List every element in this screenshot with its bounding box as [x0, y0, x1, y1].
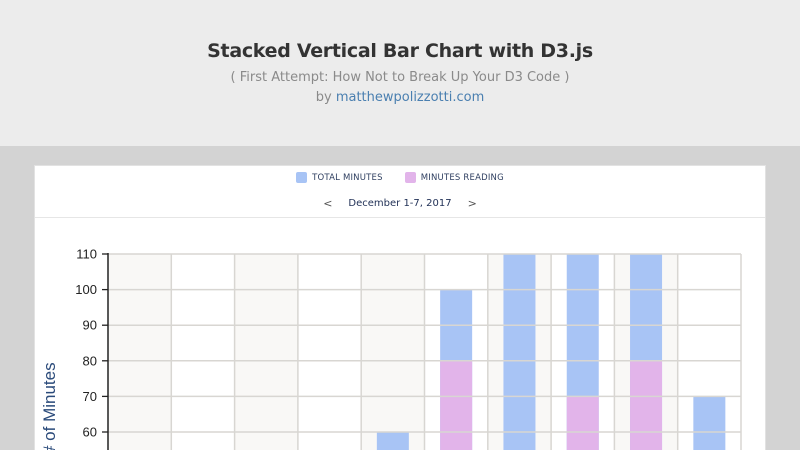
- byline: by matthewpolizzotti.com: [0, 90, 800, 105]
- y-tick-label: 100: [75, 282, 97, 297]
- y-tick-label: 110: [76, 247, 97, 262]
- y-tick-label: 60: [83, 425, 97, 440]
- page-header: Stacked Vertical Bar Chart with D3.js ( …: [0, 0, 800, 146]
- column-background: [108, 254, 172, 450]
- legend-label-total: TOTAL MINUTES: [312, 172, 383, 183]
- page-subtitle: ( First Attempt: How Not to Break Up You…: [230, 70, 570, 85]
- next-week-button[interactable]: >: [467, 197, 477, 210]
- author-link[interactable]: matthewpolizzotti.com: [335, 90, 485, 105]
- legend-item-reading: MINUTES READING: [404, 172, 504, 183]
- page-title: Stacked Vertical Bar Chart with D3.js: [207, 40, 593, 62]
- date-range-label: December 1-7, 2017: [348, 198, 452, 209]
- y-axis-label: # of Minutes: [40, 362, 59, 450]
- byline-prefix: by: [315, 90, 336, 105]
- bar-total: [503, 254, 536, 450]
- legend-item-total: TOTAL MINUTES: [296, 172, 383, 183]
- y-tick-label: 70: [83, 389, 97, 404]
- bar-reading: [566, 396, 599, 450]
- y-tick-label: 90: [83, 318, 97, 333]
- total-swatch-icon: [296, 172, 308, 183]
- date-navigator: < December 1-7, 2017 >: [35, 197, 765, 210]
- chart-legend: TOTAL MINUTES MINUTES READING: [35, 172, 765, 183]
- reading-swatch-icon: [404, 172, 416, 183]
- column-background: [234, 254, 298, 450]
- legend-label-reading: MINUTES READING: [420, 172, 504, 183]
- bar-reading: [440, 360, 473, 450]
- column-background: [361, 254, 425, 450]
- bar-total: [376, 432, 409, 450]
- header-divider: [35, 217, 765, 218]
- y-tick-label: 80: [83, 353, 97, 368]
- bar-reading: [630, 360, 663, 450]
- bar-total: [693, 396, 726, 450]
- column-background: [297, 254, 362, 450]
- column-background: [171, 254, 235, 450]
- prev-week-button[interactable]: <: [323, 197, 333, 210]
